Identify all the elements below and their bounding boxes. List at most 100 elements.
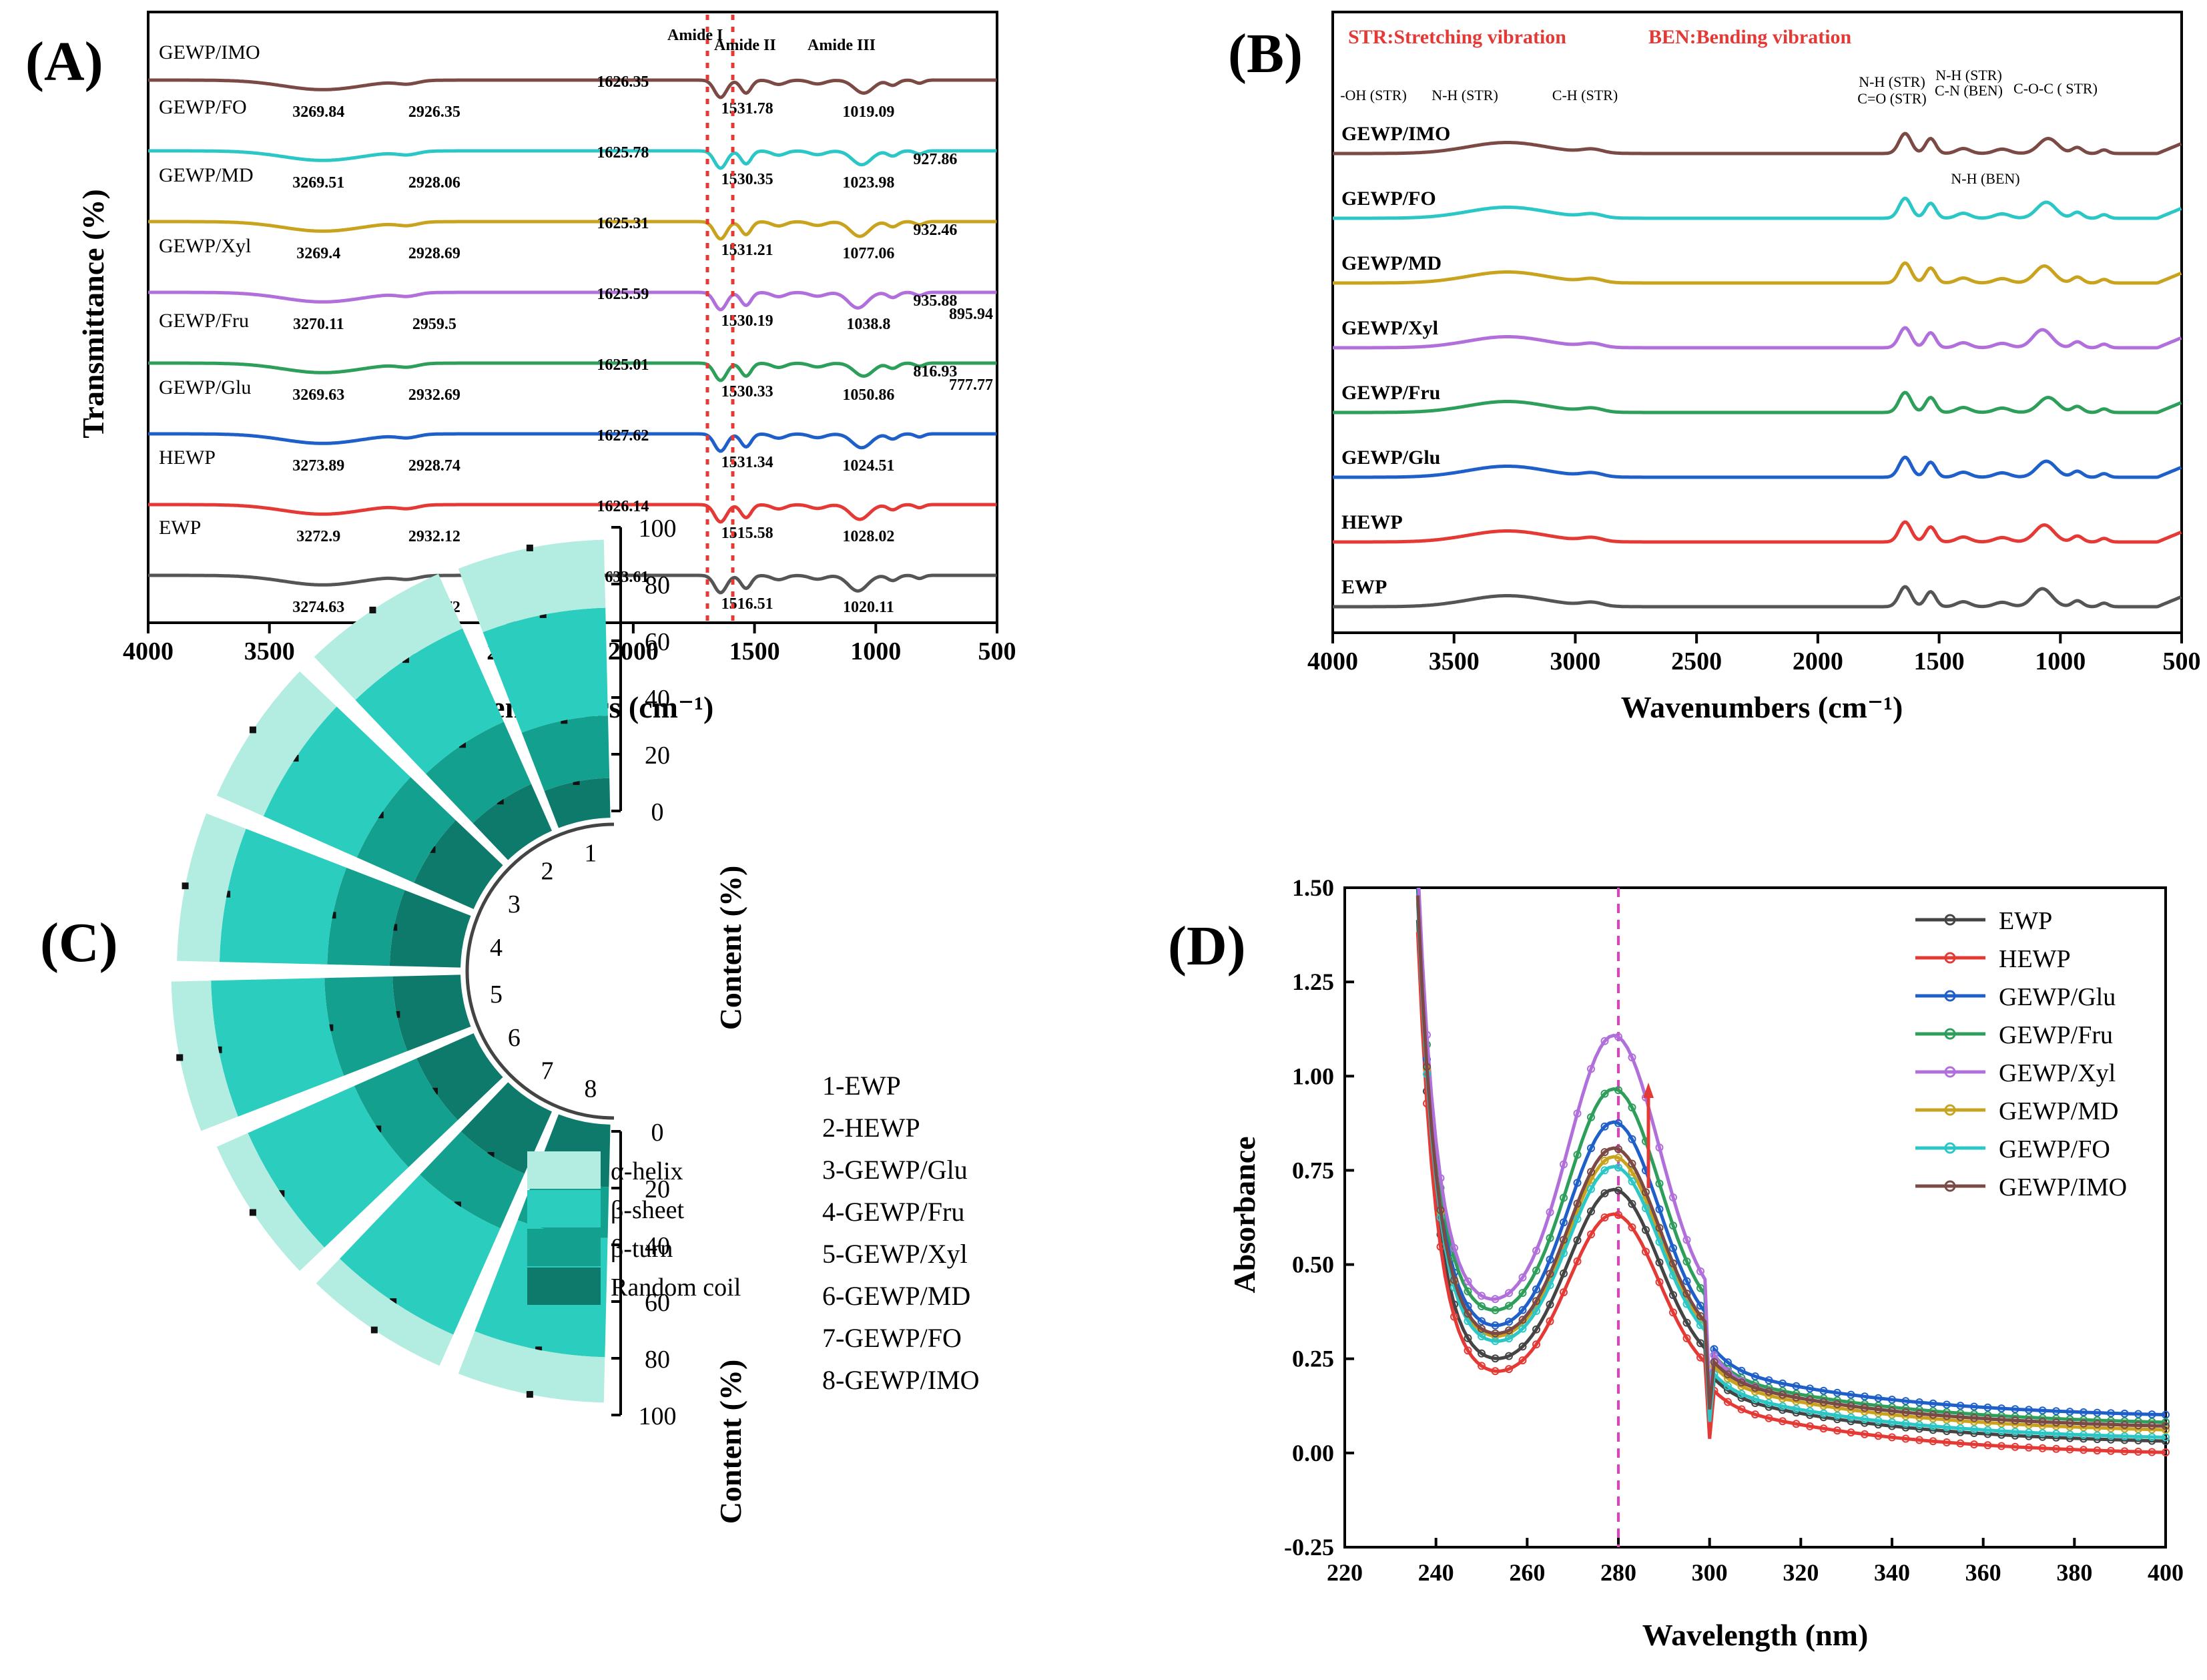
chart-d-point	[1669, 1308, 1677, 1317]
chart-d-point	[1943, 1400, 1951, 1409]
chart-d-point	[1655, 1278, 1664, 1286]
chart-d-point	[1833, 1426, 1841, 1435]
chart-d-point	[1682, 1277, 1691, 1286]
radial-category-label: 4	[490, 934, 503, 962]
chart-b-assignment: N-H (STR)	[1432, 87, 1498, 103]
chart-d-point	[2025, 1417, 2033, 1426]
chart-d-point	[1436, 1205, 1445, 1214]
legend-ben: BEN:Bending vibration	[1648, 26, 1852, 48]
error-mark	[369, 606, 376, 613]
amide-i-label: Amide I	[667, 27, 723, 44]
chart-d-point	[1956, 1402, 1965, 1410]
chart-a-xtick-label: 1500	[729, 637, 780, 665]
chart-d-point	[1505, 1334, 1513, 1343]
chart-b-series-label: GEWP/FO	[1341, 188, 1436, 210]
chart-a-series-label: GEWP/FO	[159, 96, 247, 118]
chart-a-peak-label: 1625.59	[597, 286, 649, 303]
chart-d-point	[1929, 1399, 1937, 1408]
chart-a-series-label: HEWP	[159, 447, 216, 469]
chart-d-point	[1901, 1434, 1910, 1443]
chart-d-xtick-label: 220	[1327, 1559, 1363, 1586]
chart-d-point	[1478, 1324, 1486, 1333]
chart-d-point	[1861, 1415, 1869, 1424]
radial-bar-helix-6	[216, 1133, 325, 1272]
chart-d-point	[1847, 1413, 1855, 1422]
radial-bar-turn-7	[420, 1131, 525, 1229]
chart-d-point	[1847, 1390, 1855, 1399]
chart-d-point	[1478, 1332, 1486, 1340]
chart-d-point	[1682, 1257, 1691, 1266]
chart-a-peak-label: 1626.14	[597, 498, 649, 515]
chart-d-point	[1874, 1432, 1883, 1440]
chart-a-series-label: GEWP/Glu	[159, 376, 251, 398]
chart-d-point	[1573, 1236, 1582, 1245]
chart-b-xlabel: Wavenumbers (cm⁻¹)	[1621, 690, 1903, 724]
chart-a-series-gewp-fru	[148, 361, 997, 382]
chart-d-point	[1943, 1423, 1951, 1432]
chart-a-series-gewp-imo	[148, 78, 997, 99]
chart-d-point	[1724, 1370, 1732, 1379]
chart-a-peak-label: 1024.51	[842, 457, 894, 475]
legend-swatch-helix	[527, 1151, 601, 1189]
chart-a-series-label: GEWP/IMO	[159, 41, 260, 63]
radial-bar-turn-3	[356, 777, 456, 883]
chart-d-point	[1751, 1384, 1759, 1392]
chart-d-point	[1560, 1249, 1568, 1257]
chart-d-point	[1628, 1177, 1636, 1185]
chart-d-point	[2025, 1406, 2033, 1414]
chart-d-point	[2093, 1431, 2102, 1440]
chart-a-peak-label: 2932.69	[408, 386, 460, 404]
chart-a-peak-label: 1028.02	[842, 528, 894, 545]
legend-label-helix: α-helix	[611, 1157, 683, 1185]
chart-d-point	[2066, 1419, 2074, 1427]
radial-bar-turn-6	[354, 1058, 458, 1167]
chart-d-point	[1560, 1269, 1568, 1278]
chart-d-point	[1587, 1113, 1595, 1121]
chart-d-xlabel: Wavelength (nm)	[1642, 1618, 1869, 1652]
chart-d-point	[1888, 1433, 1896, 1442]
chart-d-point	[2107, 1432, 2115, 1440]
chart-b-series-gewp-glu	[1333, 455, 2182, 479]
chart-d-point	[2093, 1408, 2102, 1417]
chart-d-point	[1450, 1312, 1458, 1321]
chart-d-point	[1628, 1223, 1636, 1231]
chart-d-point	[1779, 1379, 1787, 1388]
chart-d-legend-label: GEWP/MD	[1999, 1097, 2118, 1125]
radial-bar-sheet-4	[219, 828, 347, 964]
chart-d-point	[1901, 1419, 1910, 1428]
radial-axis-tick-label: 80	[645, 571, 670, 599]
error-mark	[573, 778, 580, 786]
chart-d-point	[1573, 1199, 1582, 1208]
chart-b-series-gewp-md	[1333, 261, 2182, 285]
category-name: 7-GEWP/FO	[822, 1323, 962, 1353]
radial-bar-helix-5	[171, 981, 238, 1131]
chart-b-xtick-label: 3000	[1550, 647, 1600, 675]
chart-b-frame	[1331, 11, 2183, 634]
chart-d-point	[1464, 1287, 1472, 1296]
chart-a-peak-label: 1625.31	[597, 215, 649, 232]
legend-swatch-sheet	[527, 1190, 601, 1227]
chart-d-point	[1819, 1409, 1828, 1418]
chart-d-point	[1682, 1318, 1691, 1327]
chart-d-point	[1532, 1297, 1540, 1306]
chart-d-point	[1614, 1211, 1622, 1219]
chart-d-point	[1724, 1398, 1732, 1406]
chart-d-point	[2107, 1409, 2115, 1418]
chart-d-ytick-label: 1.25	[1292, 968, 1334, 995]
chart-d-point	[2080, 1446, 2088, 1454]
chart-d-point	[1614, 1145, 1622, 1153]
chart-d-point	[1532, 1246, 1540, 1255]
chart-d-point	[2052, 1430, 2060, 1438]
chart-d-point	[1682, 1235, 1691, 1244]
chart-d-point	[1943, 1438, 1951, 1446]
chart-d-point	[1573, 1215, 1582, 1223]
chart-d-point	[1614, 1119, 1622, 1127]
chart-b-series-label: GEWP/IMO	[1341, 123, 1450, 145]
chart-d-point	[2107, 1420, 2115, 1429]
chart-d-point	[1682, 1300, 1691, 1308]
chart-d-point	[1983, 1403, 1992, 1412]
chart-a-peak-label: 1020.11	[843, 599, 894, 616]
error-mark	[249, 1209, 256, 1216]
radial-axis-tick-label: 20	[645, 1175, 670, 1203]
chart-d-series-gewp-fru	[1416, 888, 2166, 1424]
